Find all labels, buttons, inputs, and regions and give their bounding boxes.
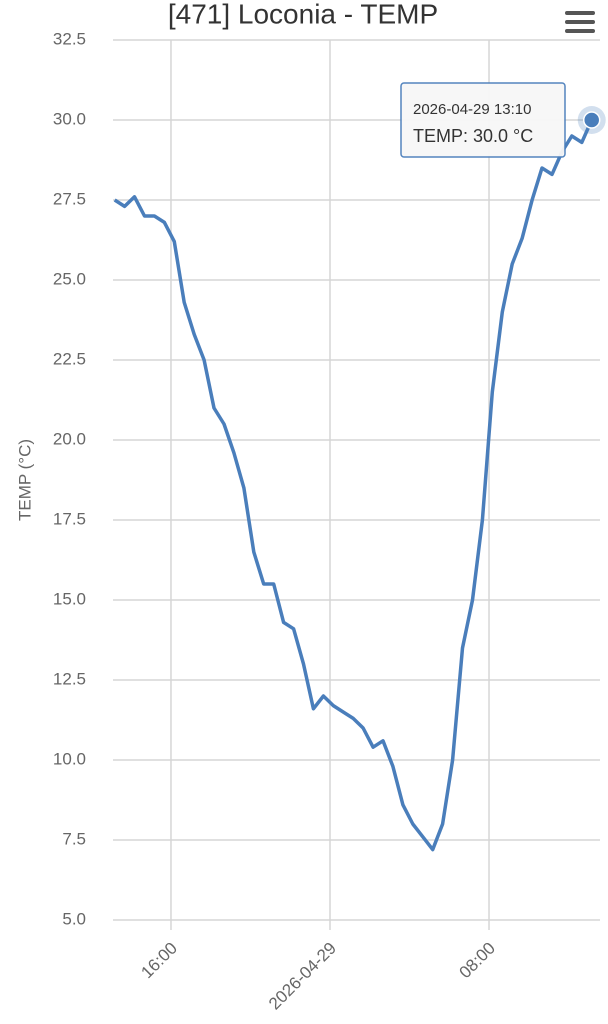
- y-axis-label: TEMP (°C): [15, 439, 34, 521]
- y-tick-label: 17.5: [53, 509, 86, 528]
- y-tick-label: 32.5: [53, 29, 86, 48]
- tooltip-text: TEMP: 30.0 °C: [413, 126, 533, 146]
- x-tick-label: 08:00: [455, 939, 499, 983]
- y-tick-label: 7.5: [62, 829, 86, 848]
- y-tick-label: 20.0: [53, 429, 86, 448]
- y-tick-label: 25.0: [53, 269, 86, 288]
- plot: [113, 119, 594, 852]
- menu-bar: [565, 20, 595, 24]
- y-tick-label: 30.0: [53, 109, 86, 128]
- menu-icon[interactable]: [565, 11, 595, 33]
- tooltip-title: 2026-04-29 13:10: [413, 101, 531, 118]
- x-tick-label: 2026-04-29: [265, 939, 340, 1014]
- menu-bar: [565, 29, 595, 33]
- data-line: [113, 119, 594, 852]
- y-tick-label: 27.5: [53, 189, 86, 208]
- hover-point: [582, 111, 601, 129]
- y-tick-label: 5.0: [62, 909, 86, 928]
- grid: 5.0 7.5 10.0 12.5 15.0 17.5 20.0 22.5 25.0 27.5 30…: [53, 29, 600, 1013]
- y-tick-label: 10.0: [53, 749, 86, 768]
- y-tick-label: 15.0: [53, 589, 86, 608]
- y-tick-label: 12.5: [53, 669, 86, 688]
- chart-title: [471] Loconia - TEMP: [168, 0, 438, 29]
- menu-bar: [565, 11, 595, 15]
- x-tick-label: 16:00: [137, 939, 181, 983]
- tooltip: 2026-04-29 13:10 TEMP: 30.0 °C: [400, 82, 606, 158]
- tooltip-box: [400, 82, 566, 158]
- y-tick-label: 22.5: [53, 349, 86, 368]
